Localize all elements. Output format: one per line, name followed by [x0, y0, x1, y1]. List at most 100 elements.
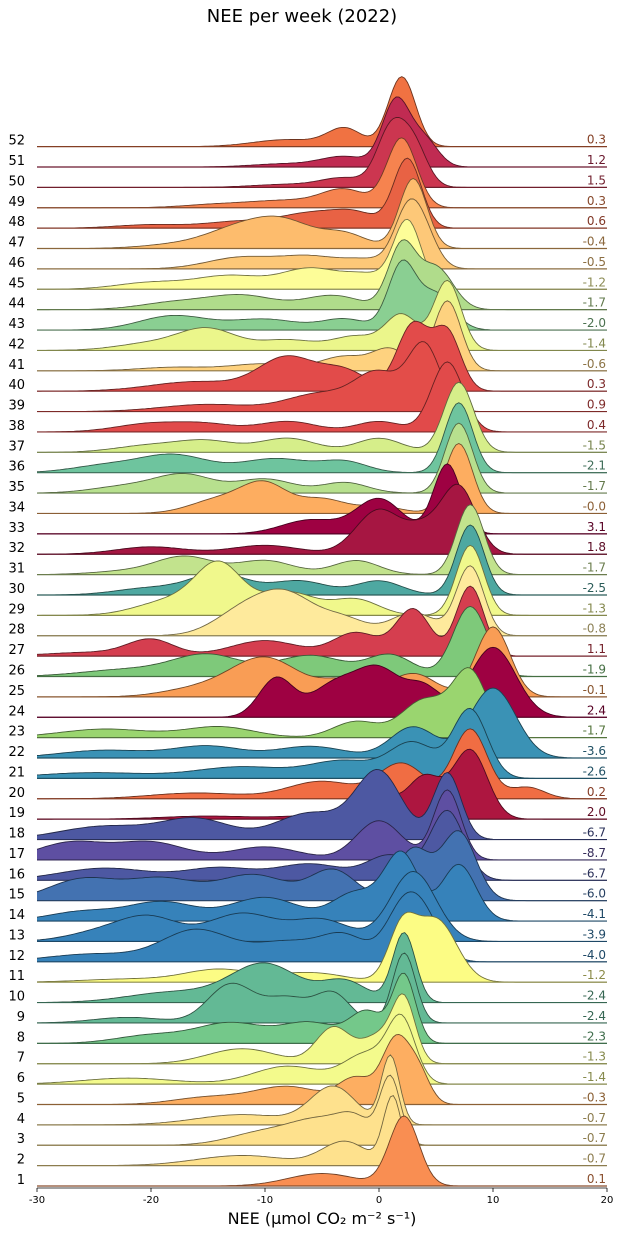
- ridge-area: [37, 280, 607, 351]
- week-mean-label: 1.5: [587, 173, 606, 187]
- chart-title: NEE per week (2022): [207, 6, 397, 27]
- week-label: 13: [8, 928, 25, 943]
- ridge-week-45: 45 -1.2: [8, 218, 607, 291]
- ridge-week-36: 36 -2.1: [8, 402, 607, 475]
- week-label: 19: [8, 806, 25, 821]
- week-label: 3: [17, 1132, 25, 1147]
- week-mean-label: -2.3: [583, 1029, 606, 1043]
- week-label: 50: [8, 174, 25, 189]
- ridge-area: [37, 749, 607, 820]
- ridge-area: [37, 545, 607, 616]
- week-mean-label: -0.8: [583, 622, 606, 636]
- week-label: 49: [8, 195, 25, 210]
- ridge-outline: [36, 422, 607, 494]
- ridge-area: [37, 953, 607, 1023]
- week-label: 16: [8, 867, 25, 882]
- week-label: 48: [8, 215, 25, 230]
- week-label: 22: [8, 745, 25, 760]
- ridge-area: [37, 178, 607, 249]
- week-mean-label: 0.1: [587, 1172, 606, 1186]
- week-mean-label: 0.9: [587, 398, 606, 412]
- ridge-outline: [36, 687, 607, 759]
- week-mean-label: 0.3: [587, 133, 606, 147]
- ridge-area: [37, 443, 607, 514]
- week-label: 33: [8, 521, 25, 536]
- week-label: 52: [8, 134, 25, 149]
- ridge-outline: [36, 585, 607, 657]
- week-label: 27: [8, 643, 25, 658]
- ridge-outline: [36, 707, 607, 779]
- week-mean-label: -0.3: [583, 1090, 606, 1104]
- week-mean-label: -1.2: [583, 968, 606, 982]
- week-label: 18: [8, 827, 25, 842]
- week-mean-label: 1.2: [587, 153, 606, 167]
- week-label: 30: [8, 582, 25, 597]
- x-tick-label: 10: [487, 1195, 500, 1206]
- week-label: 10: [8, 990, 25, 1005]
- week-mean-label: 0.6: [587, 214, 606, 228]
- week-mean-label: -2.4: [583, 989, 606, 1003]
- ridge-outline: [36, 524, 607, 596]
- ridge-week-10: 10 -2.4: [8, 932, 607, 1005]
- week-label: 42: [8, 337, 25, 352]
- week-mean-label: 1.1: [587, 642, 606, 656]
- ridge-area: [37, 97, 607, 167]
- week-mean-label: -4.0: [583, 948, 606, 962]
- week-mean-label: -1.5: [583, 438, 606, 452]
- week-label: 4: [17, 1112, 25, 1127]
- week-label: 28: [8, 623, 25, 638]
- ridge-week-35: 35 -1.7: [8, 422, 607, 495]
- week-mean-label: -4.1: [583, 907, 606, 921]
- ridge-area: [37, 912, 607, 983]
- week-label: 1: [17, 1173, 25, 1188]
- x-tick-label: 0: [376, 1195, 382, 1206]
- ridge-week-12: 12 -4.0: [8, 891, 607, 964]
- ridge-week-43: 43 -2.0: [8, 259, 607, 332]
- week-mean-label: 0.3: [587, 194, 606, 208]
- week-mean-label: -1.4: [583, 1070, 606, 1084]
- week-label: 47: [8, 236, 25, 251]
- ridge-area: [37, 891, 607, 962]
- week-mean-label: 2.4: [587, 703, 606, 717]
- ridge-area: [37, 769, 607, 840]
- ridge-area: [37, 321, 607, 392]
- ridge-week-40: 40 0.3: [8, 320, 607, 393]
- week-mean-label: -0.0: [583, 499, 606, 513]
- ridge-week-7: 7 -1.3: [17, 993, 607, 1066]
- week-label: 15: [8, 888, 25, 903]
- ridge-area: [37, 1075, 607, 1146]
- ridge-area: [37, 606, 607, 677]
- week-mean-label: -1.9: [583, 663, 606, 677]
- x-tick-label: -20: [143, 1195, 159, 1206]
- week-mean-label: -1.7: [583, 296, 606, 310]
- ridge-area: [37, 137, 607, 208]
- week-label: 2: [17, 1153, 25, 1168]
- week-mean-label: -0.5: [583, 255, 606, 269]
- ridge-outline: [37, 96, 607, 168]
- ridge-outline: [37, 279, 607, 351]
- week-mean-label: -3.6: [583, 744, 606, 758]
- ridge-area: [37, 504, 607, 575]
- week-mean-label: -0.1: [583, 683, 606, 697]
- x-tick-label: -30: [29, 1195, 45, 1206]
- ridge-week-3: 3 -0.7: [17, 1074, 607, 1147]
- week-mean-label: -0.4: [583, 235, 606, 249]
- week-mean-label: -2.5: [583, 581, 606, 595]
- x-axis: -30 -20 -10 0 10 20: [29, 1187, 613, 1206]
- week-mean-label: -6.7: [583, 866, 606, 880]
- ridge-area: [37, 402, 607, 473]
- week-mean-label: -6.0: [583, 887, 606, 901]
- week-mean-label: 0.4: [587, 418, 606, 432]
- week-mean-label: 1.8: [587, 540, 606, 554]
- ridge-week-47: 47 -0.4: [8, 177, 607, 251]
- week-mean-label: -1.3: [583, 601, 606, 615]
- x-axis-label: NEE (μmol CO₂ m⁻² s⁻¹): [228, 1209, 417, 1228]
- ridge-week-18: 18 -6.7: [8, 769, 607, 842]
- ridge-week-52: 52 0.3: [8, 76, 607, 149]
- ridge-week-37: 37 -1.5: [8, 381, 607, 454]
- week-mean-label: 2.0: [587, 805, 606, 819]
- ridge-week-44: 44 -1.7: [8, 239, 607, 312]
- week-label: 21: [8, 765, 25, 780]
- week-label: 6: [17, 1071, 25, 1086]
